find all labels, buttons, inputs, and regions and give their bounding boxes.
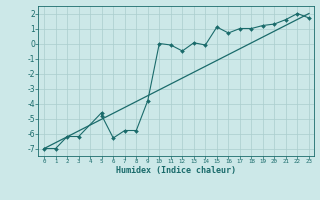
X-axis label: Humidex (Indice chaleur): Humidex (Indice chaleur) <box>116 166 236 175</box>
